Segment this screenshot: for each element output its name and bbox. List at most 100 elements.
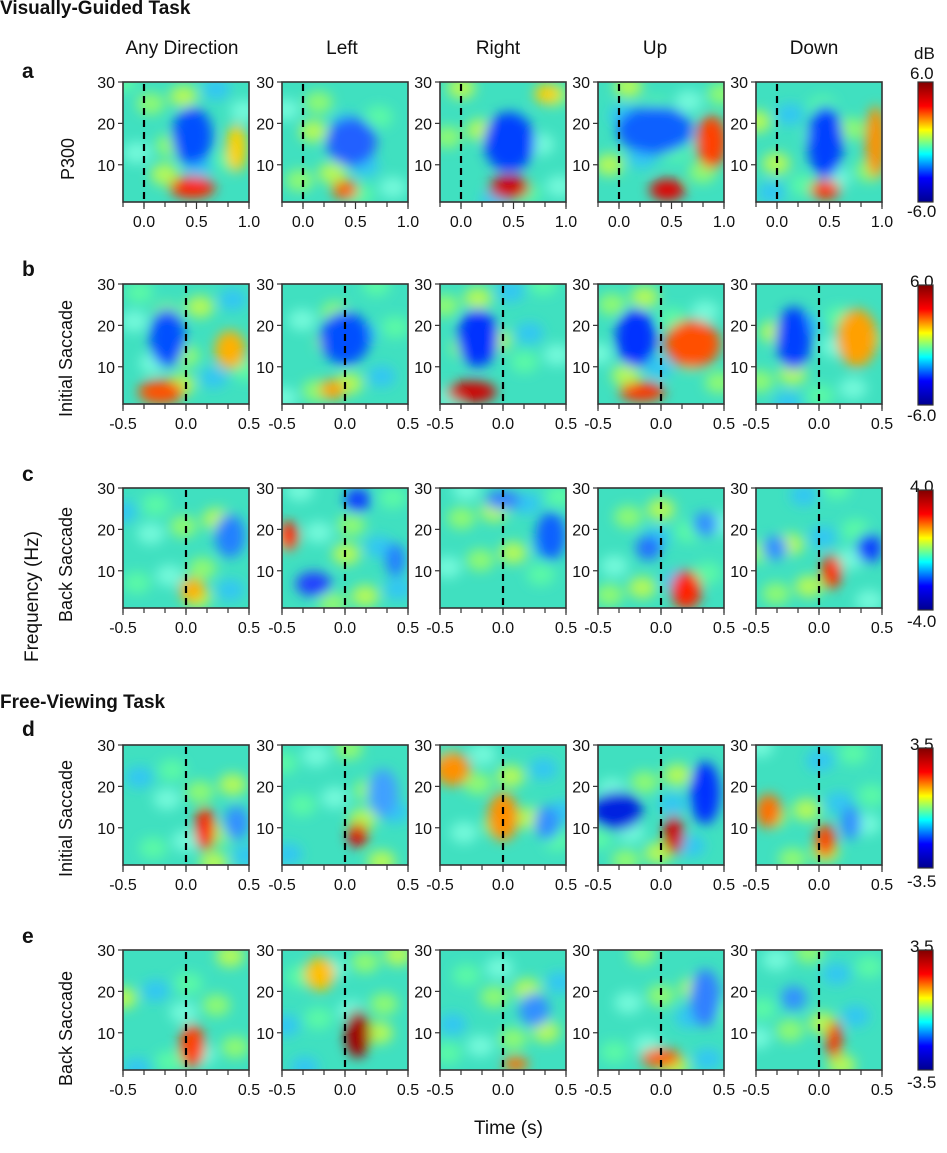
x-tick-label: 0.0	[766, 214, 788, 231]
heatmap-blob	[489, 175, 530, 200]
heatmap-texture	[440, 294, 460, 317]
heatmap-blob	[534, 806, 560, 840]
y-tick-label: 30	[256, 277, 274, 294]
heatmap-texture	[677, 834, 706, 857]
heatmap-panel-e-2: 10 20 30 -0.5 0.0 0.5	[414, 943, 577, 1099]
heatmap-texture	[158, 759, 187, 782]
x-tick-label: 0.0	[175, 620, 197, 637]
y-tick-label: 30	[414, 738, 432, 755]
y-tick-label: 20	[572, 522, 590, 539]
heatmap-texture	[282, 752, 298, 774]
heatmap-texture	[202, 82, 231, 101]
y-tick-label: 10	[730, 158, 748, 175]
x-tick-label: 0.5	[397, 620, 419, 637]
y-tick-label: 20	[414, 318, 432, 335]
x-tick-label: 0.5	[555, 416, 577, 433]
heatmap-texture	[839, 745, 868, 765]
heatmap-texture	[440, 1042, 462, 1065]
x-tick-label: 0.0	[492, 620, 514, 637]
y-tick-label: 30	[730, 277, 748, 294]
x-tick-label: 0.5	[238, 416, 260, 433]
heatmap-blob	[484, 112, 535, 172]
heatmap-blob	[194, 807, 215, 851]
colorbar-b	[917, 284, 934, 406]
heatmap-texture	[139, 837, 168, 860]
heatmap-blob	[598, 791, 643, 831]
y-tick-label: 10	[256, 821, 274, 838]
heatmap-texture	[808, 526, 837, 549]
heatmap-texture	[598, 583, 624, 606]
heatmap-texture	[320, 786, 349, 809]
x-tick-label: 0.0	[292, 214, 314, 231]
heatmap-blob	[856, 533, 882, 563]
heatmap-texture	[778, 363, 807, 385]
heatmap-blob	[640, 1048, 682, 1068]
heatmap-panel-d-0: 10 20 30 -0.5 0.0 0.5	[97, 738, 260, 894]
heatmap-blob	[836, 309, 877, 367]
heatmap-blob	[865, 106, 882, 178]
x-tick-label: -0.5	[742, 620, 770, 637]
heatmap-texture	[174, 972, 203, 995]
heatmap-panel-e-4: 10 20 30 -0.5 0.0 0.5	[730, 943, 893, 1099]
heatmap-panel-c-4: 10 20 30 -0.5 0.0 0.5	[730, 481, 893, 637]
x-tick-label: 0.5	[397, 1082, 419, 1099]
heatmap-texture	[855, 955, 882, 978]
x-tick-label: 0.5	[871, 877, 893, 894]
y-tick-label: 20	[572, 779, 590, 796]
heatmap-texture	[290, 1056, 319, 1070]
heatmap-texture	[463, 287, 492, 310]
y-tick-label: 30	[256, 943, 274, 960]
y-tick-label: 30	[572, 738, 590, 755]
heatmap-texture	[365, 535, 394, 558]
x-tick-label: 1.0	[871, 214, 893, 231]
y-tick-label: 20	[97, 116, 115, 133]
heatmap-texture	[440, 1013, 467, 1036]
heatmap-texture	[440, 126, 462, 149]
heatmap-blob	[214, 330, 246, 370]
heatmap-blob	[664, 320, 721, 368]
y-tick-label: 20	[414, 984, 432, 1001]
heatmap-texture	[337, 514, 366, 537]
heatmap-blob	[696, 115, 724, 169]
y-tick-label: 10	[572, 1026, 590, 1043]
x-tick-label: 0.0	[650, 416, 672, 433]
heatmap-panel-e-1: 10 20 30 -0.5 0.0 0.5	[256, 943, 419, 1099]
heatmap-texture	[778, 848, 807, 865]
x-tick-label: -0.5	[426, 416, 454, 433]
heatmap-texture	[365, 1021, 394, 1044]
y-tick-label: 30	[256, 75, 274, 92]
colorbar-d	[917, 747, 934, 869]
heatmap-blob	[671, 570, 702, 608]
x-tick-label: -0.5	[109, 877, 137, 894]
heatmap-texture	[545, 488, 566, 508]
heatmap-texture	[545, 971, 566, 994]
heatmap-panel-a-2: 10 20 30 0.0 0.5 1.0	[414, 75, 577, 231]
y-tick-label: 10	[97, 158, 115, 175]
y-tick-label: 30	[414, 75, 432, 92]
heatmap-panel-b-0: 10 20 30 -0.5 0.0 0.5	[97, 277, 260, 433]
heatmap-blob	[807, 106, 843, 178]
heatmap-texture	[383, 577, 408, 600]
heatmap-texture	[229, 99, 249, 122]
heatmap-texture	[452, 964, 481, 987]
heatmap-texture	[169, 515, 198, 538]
heatmap-texture	[792, 798, 821, 821]
x-tick-label: 0.0	[808, 416, 830, 433]
heatmap-texture	[691, 300, 720, 323]
x-tick-label: 0.5	[238, 877, 260, 894]
heatmap-texture	[218, 773, 247, 796]
x-tick-label: -0.5	[584, 1082, 612, 1099]
heatmap-texture	[318, 592, 347, 608]
heatmap-texture	[304, 1007, 333, 1030]
y-tick-label: 30	[730, 75, 748, 92]
heatmap-blob	[345, 488, 371, 512]
y-tick-label: 20	[730, 522, 748, 539]
x-tick-label: 0.5	[555, 877, 577, 894]
heatmap-texture	[185, 780, 214, 803]
y-tick-label: 30	[730, 738, 748, 755]
y-tick-label: 20	[572, 116, 590, 133]
heatmap-panel-c-3: 10 20 30 -0.5 0.0 0.5	[572, 481, 735, 637]
heatmap-texture	[836, 547, 865, 570]
heatmap-blob	[810, 180, 841, 200]
x-tick-label: 1.0	[397, 214, 419, 231]
